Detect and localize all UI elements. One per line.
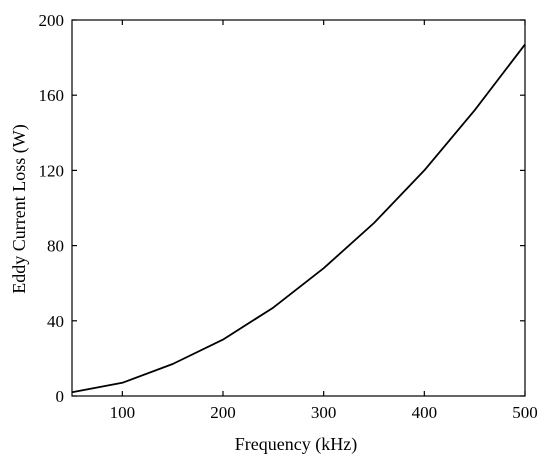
series-layer <box>71 43 526 394</box>
x-tick-label: 200 <box>210 403 236 422</box>
series-line <box>71 43 526 394</box>
y-tick-label: 0 <box>56 387 65 406</box>
plot-area-border <box>71 19 526 397</box>
y-tick-label: 120 <box>39 161 65 180</box>
y-tick-label: 200 <box>39 11 65 30</box>
x-tick-label: 500 <box>512 403 538 422</box>
y-tick-label: 80 <box>47 237 64 256</box>
x-tick-label: 400 <box>412 403 438 422</box>
x-axis-title: Frequency (kHz) <box>235 434 357 455</box>
x-tick-label: 300 <box>311 403 337 422</box>
y-tick-label: 160 <box>39 86 65 105</box>
x-axis-ticks: 100 200 300 400 500 <box>110 20 538 422</box>
y-axis-title: Eddy Current Loss (W) <box>9 124 30 293</box>
y-axis-ticks: 0 40 80 120 160 200 <box>39 11 525 406</box>
x-tick-label: 100 <box>110 403 136 422</box>
y-tick-label: 40 <box>47 312 64 331</box>
plot-frame <box>71 19 526 397</box>
